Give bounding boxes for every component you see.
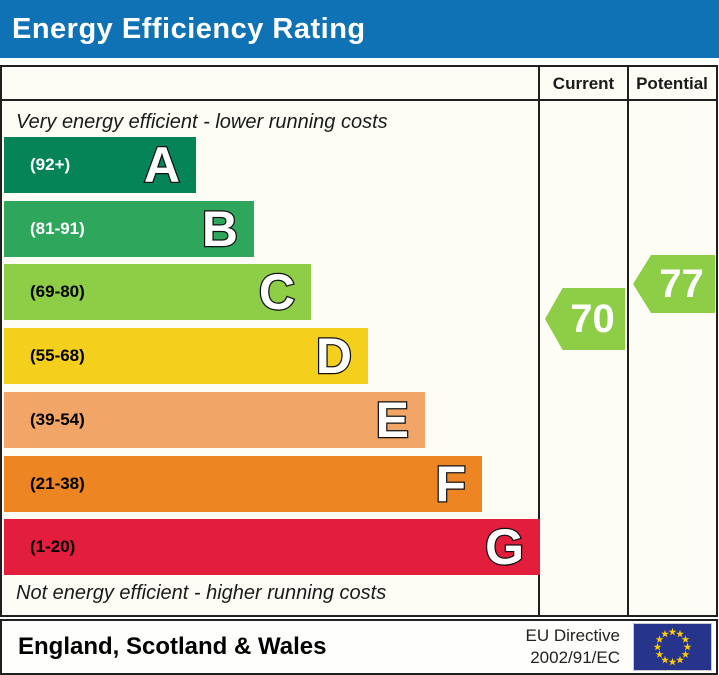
rating-table: Current Potential Very energy efficient … [0,65,718,617]
band-letter: B [201,200,240,257]
band-letter: A [143,137,182,193]
eu-directive-label: EU Directive 2002/91/EC [526,625,620,669]
band-bar: (69-80) C [4,264,311,321]
band-bar: (81-91) B [4,200,254,257]
band-range-label: (1-20) [30,537,76,557]
eu-flag-icon [633,623,712,671]
band-bar: (21-38) F [4,455,482,512]
region-label: England, Scotland & Wales [18,633,327,660]
current-rating-value: 70 [570,296,615,341]
column-divider-current [538,67,540,615]
current-rating-arrow: 70 [545,288,625,350]
band-bar: (39-54) E [4,391,425,448]
band-letter: D [315,328,354,385]
top-note: Very energy efficient - lower running co… [16,111,388,133]
potential-rating-value: 77 [659,261,704,306]
band-c: (69-80) C [2,264,538,321]
band-f: (21-38) F [2,455,538,512]
band-d: (55-68) D [2,328,538,385]
column-header-potential: Potential [636,74,708,93]
bottom-note: Not energy efficient - higher running co… [16,582,387,604]
eu-directive-line2: 2002/91/EC [530,648,620,667]
band-bar: (92+) A [4,137,196,193]
band-range-label: (81-91) [30,218,85,238]
band-b: (81-91) B [2,200,538,257]
band-letter: E [374,391,410,448]
page-title: Energy Efficiency Rating [12,12,366,45]
potential-rating-arrow: 77 [633,255,715,313]
band-g: (1-20) G [2,519,540,576]
band-range-label: (55-68) [30,346,85,366]
band-letter: C [258,264,297,321]
band-e: (39-54) E [2,391,538,448]
table-header-row [2,67,716,101]
eu-directive-line1: EU Directive [525,626,620,645]
band-range-label: (21-38) [30,473,85,493]
band-range-label: (69-80) [30,282,85,302]
band-range-label: (92+) [30,155,71,174]
band-a: (92+) A [2,137,538,193]
column-header-current: Current [552,74,615,93]
band-letter: F [434,455,467,512]
footer-bar: England, Scotland & Wales EU Directive 2… [0,619,718,675]
band-bar: (55-68) D [4,328,368,385]
band-bar: (1-20) G [4,519,540,576]
column-divider-potential [627,67,629,615]
band-letter: G [484,519,525,576]
title-bar: Energy Efficiency Rating [0,0,719,58]
band-range-label: (39-54) [30,409,85,429]
